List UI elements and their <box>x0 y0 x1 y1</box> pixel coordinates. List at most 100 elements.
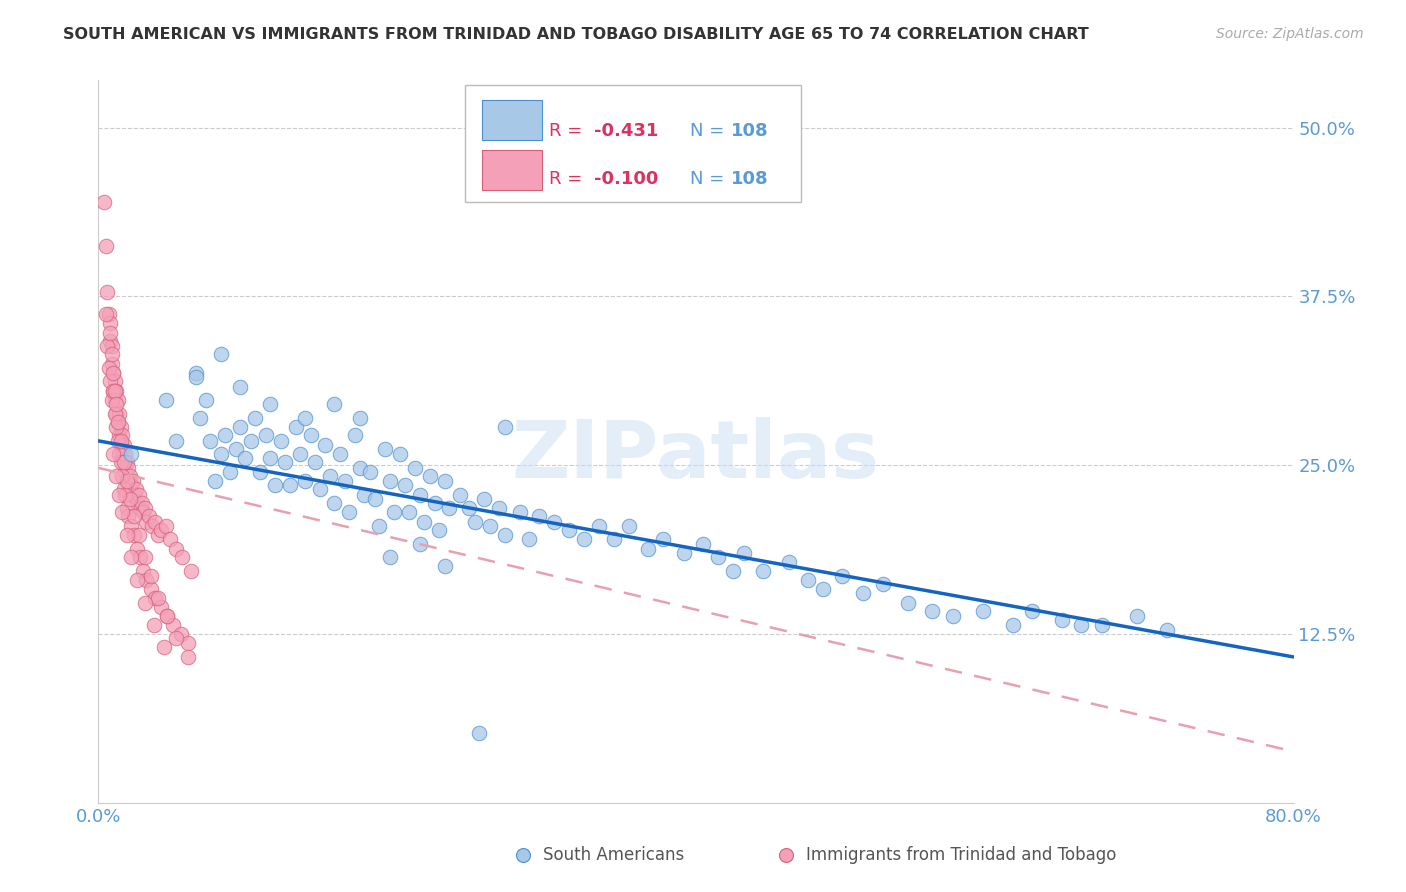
Point <box>127 573 149 587</box>
Point <box>156 609 179 624</box>
Point <box>382 505 405 519</box>
Point <box>98 317 122 331</box>
Point <box>1156 623 1178 637</box>
Point <box>120 478 142 492</box>
Point <box>101 357 124 371</box>
Point <box>124 528 146 542</box>
Point <box>165 541 187 556</box>
Point <box>107 434 129 448</box>
Point <box>117 509 139 524</box>
Point <box>127 496 149 510</box>
Point <box>114 488 136 502</box>
Point <box>1091 617 1114 632</box>
Point <box>143 591 166 605</box>
Point <box>111 505 134 519</box>
Point <box>200 434 222 448</box>
Point <box>188 411 211 425</box>
Point <box>115 475 138 489</box>
Text: Immigrants from Trinidad and Tobago: Immigrants from Trinidad and Tobago <box>806 846 1116 863</box>
Point <box>177 649 200 664</box>
Point <box>107 415 129 429</box>
Point <box>245 411 267 425</box>
Point <box>141 519 163 533</box>
Point <box>117 461 139 475</box>
Point <box>107 393 129 408</box>
Point <box>509 505 531 519</box>
Point <box>150 523 173 537</box>
Point <box>114 465 136 479</box>
Point <box>98 326 122 340</box>
Point <box>103 367 125 381</box>
Point <box>124 509 146 524</box>
Point <box>572 533 595 547</box>
FancyBboxPatch shape <box>482 100 541 140</box>
Point <box>104 375 127 389</box>
Point <box>617 519 640 533</box>
Point <box>209 347 232 361</box>
Point <box>233 451 256 466</box>
Point <box>118 491 141 506</box>
Point <box>111 428 134 442</box>
Point <box>105 407 128 421</box>
Point <box>98 334 122 348</box>
Point <box>249 465 271 479</box>
Point <box>155 393 177 408</box>
Point <box>349 461 371 475</box>
Point <box>103 367 125 381</box>
Point <box>104 393 127 408</box>
Point <box>156 609 179 624</box>
Point <box>394 478 416 492</box>
Point <box>104 384 127 398</box>
Point <box>378 549 401 564</box>
Point <box>319 469 342 483</box>
Point <box>112 438 135 452</box>
Point <box>214 428 236 442</box>
Point <box>897 596 920 610</box>
Point <box>278 478 301 492</box>
Point <box>299 428 322 442</box>
Point <box>239 434 262 448</box>
Point <box>127 541 149 556</box>
Point <box>1001 617 1024 632</box>
Point <box>155 519 177 533</box>
Point <box>413 515 436 529</box>
Point <box>921 604 943 618</box>
Text: -0.100: -0.100 <box>595 170 659 188</box>
Point <box>323 496 346 510</box>
Point <box>153 640 176 655</box>
Point <box>143 515 166 529</box>
Text: 108: 108 <box>731 170 768 188</box>
Point <box>423 496 446 510</box>
Point <box>110 438 132 452</box>
Point <box>259 451 281 466</box>
Point <box>294 475 316 489</box>
Point <box>1050 614 1073 628</box>
Point <box>108 407 131 421</box>
Point <box>1125 609 1147 624</box>
Point <box>263 478 285 492</box>
Point <box>219 465 242 479</box>
Point <box>184 367 207 381</box>
Text: Source: ZipAtlas.com: Source: ZipAtlas.com <box>1216 27 1364 41</box>
Text: R =: R = <box>548 122 588 140</box>
Text: SOUTH AMERICAN VS IMMIGRANTS FROM TRINIDAD AND TOBAGO DISABILITY AGE 65 TO 74 CO: SOUTH AMERICAN VS IMMIGRANTS FROM TRINID… <box>63 27 1090 42</box>
Point <box>105 420 128 434</box>
Point <box>120 519 142 533</box>
Point <box>195 393 218 408</box>
Point <box>139 582 162 597</box>
Point <box>333 475 356 489</box>
Point <box>120 549 142 564</box>
Point <box>115 528 138 542</box>
Point <box>132 505 155 519</box>
Point <box>225 442 247 456</box>
Point <box>353 488 375 502</box>
Point <box>458 501 481 516</box>
Point <box>121 475 143 489</box>
Point <box>103 447 125 461</box>
Point <box>124 488 146 502</box>
Point <box>159 533 181 547</box>
Point <box>96 339 118 353</box>
Point <box>778 556 800 570</box>
Point <box>288 447 311 461</box>
Point <box>472 491 495 506</box>
